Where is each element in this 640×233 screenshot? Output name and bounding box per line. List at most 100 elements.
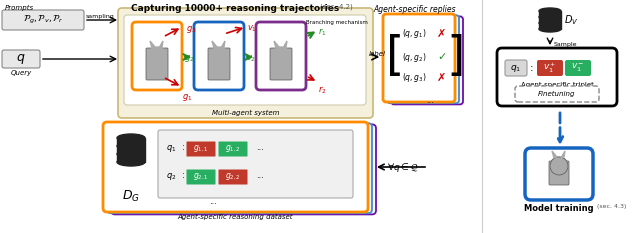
Text: Agent-specific reasoning dataset: Agent-specific reasoning dataset — [178, 214, 293, 220]
Text: $g_3$: $g_3$ — [186, 24, 196, 35]
Circle shape — [210, 47, 228, 65]
Text: $q_2$: $q_2$ — [166, 171, 176, 182]
Ellipse shape — [539, 8, 561, 14]
Polygon shape — [561, 151, 565, 158]
Polygon shape — [159, 41, 163, 48]
FancyBboxPatch shape — [565, 60, 591, 76]
Text: $r_2$: $r_2$ — [318, 85, 326, 96]
FancyBboxPatch shape — [505, 60, 527, 76]
Text: $r_1$: $r_1$ — [318, 27, 326, 38]
FancyBboxPatch shape — [107, 123, 372, 213]
FancyBboxPatch shape — [515, 86, 599, 102]
FancyBboxPatch shape — [391, 16, 463, 104]
Text: $\forall q \in \mathcal{Q}$: $\forall q \in \mathcal{Q}$ — [387, 161, 419, 174]
Text: $v_2$: $v_2$ — [246, 53, 256, 64]
Text: ...: ... — [256, 144, 264, 153]
Text: (sec. 4.3): (sec. 4.3) — [597, 204, 627, 209]
FancyBboxPatch shape — [146, 48, 168, 80]
Bar — [539, 23, 561, 29]
FancyBboxPatch shape — [132, 22, 182, 90]
Ellipse shape — [539, 26, 561, 32]
Text: Agent-specific triplet: Agent-specific triplet — [520, 82, 593, 88]
Text: $D_G$: $D_G$ — [122, 189, 140, 204]
FancyBboxPatch shape — [111, 124, 376, 214]
Text: (sec. 4.2): (sec. 4.2) — [321, 4, 353, 10]
FancyBboxPatch shape — [525, 148, 593, 200]
Text: $D_V$: $D_V$ — [564, 13, 579, 27]
Text: ...: ... — [256, 171, 264, 181]
Ellipse shape — [117, 158, 145, 166]
Text: $(q,g_2)$: $(q,g_2)$ — [402, 51, 426, 64]
Circle shape — [550, 157, 568, 175]
Polygon shape — [274, 41, 279, 48]
Text: :: : — [530, 63, 534, 73]
FancyBboxPatch shape — [2, 10, 84, 30]
Ellipse shape — [539, 14, 561, 20]
Text: ...: ... — [426, 96, 434, 105]
Text: ✗: ✗ — [437, 29, 446, 39]
Text: $g_{1,1}$: $g_{1,1}$ — [193, 144, 209, 154]
Polygon shape — [212, 41, 217, 48]
Text: $v_1^+$: $v_1^+$ — [543, 61, 557, 75]
FancyBboxPatch shape — [186, 141, 216, 157]
Text: $v_1$: $v_1$ — [247, 24, 257, 34]
FancyBboxPatch shape — [537, 60, 563, 76]
FancyBboxPatch shape — [256, 22, 306, 90]
Text: $v_1^-$: $v_1^-$ — [572, 62, 585, 74]
Polygon shape — [283, 41, 287, 48]
Text: ✓: ✓ — [437, 52, 446, 62]
FancyBboxPatch shape — [186, 169, 216, 185]
Text: Agent-specific replies: Agent-specific replies — [374, 5, 456, 14]
FancyBboxPatch shape — [383, 14, 455, 102]
Text: Capturing 10000+ reasoning trajectories: Capturing 10000+ reasoning trajectories — [131, 4, 340, 13]
FancyBboxPatch shape — [124, 15, 366, 105]
Bar — [117, 146, 145, 154]
Text: :: : — [182, 171, 184, 181]
Text: Query: Query — [10, 70, 31, 76]
Ellipse shape — [117, 142, 145, 150]
FancyBboxPatch shape — [194, 22, 244, 90]
Polygon shape — [221, 41, 225, 48]
Text: [: [ — [386, 34, 404, 79]
Text: ]: ] — [446, 34, 465, 79]
Text: ...: ... — [209, 197, 217, 206]
Text: $g_2$: $g_2$ — [184, 53, 195, 64]
Bar — [539, 17, 561, 23]
FancyBboxPatch shape — [497, 48, 617, 106]
Text: label: label — [369, 51, 385, 57]
Text: Branching mechanism: Branching mechanism — [306, 20, 368, 25]
Text: $g_1$: $g_1$ — [182, 92, 193, 103]
FancyBboxPatch shape — [218, 141, 248, 157]
Polygon shape — [150, 41, 155, 48]
Text: Model training: Model training — [524, 204, 594, 213]
Ellipse shape — [117, 150, 145, 158]
Circle shape — [272, 47, 290, 65]
Text: $(q,g_1)$: $(q,g_1)$ — [402, 27, 426, 41]
FancyBboxPatch shape — [218, 169, 248, 185]
FancyBboxPatch shape — [2, 50, 40, 68]
Text: Prompts: Prompts — [5, 5, 34, 11]
Text: Sample: Sample — [554, 42, 577, 47]
Bar — [539, 11, 561, 17]
FancyBboxPatch shape — [549, 161, 569, 185]
FancyBboxPatch shape — [387, 15, 459, 103]
Text: $q_1$: $q_1$ — [510, 62, 522, 73]
FancyBboxPatch shape — [103, 122, 368, 212]
Text: $g_{1,2}$: $g_{1,2}$ — [225, 144, 241, 154]
Text: ✗: ✗ — [437, 73, 446, 83]
Text: Multi-agent system: Multi-agent system — [212, 110, 279, 116]
Text: :: : — [182, 144, 184, 153]
Ellipse shape — [539, 20, 561, 26]
Bar — [117, 138, 145, 146]
FancyBboxPatch shape — [270, 48, 292, 80]
Text: $\mathcal{P}_g, \mathcal{P}_v, \mathcal{P}_r$: $\mathcal{P}_g, \mathcal{P}_v, \mathcal{… — [22, 14, 63, 26]
Ellipse shape — [117, 134, 145, 142]
Text: $q_1$: $q_1$ — [166, 143, 176, 154]
Text: $g_{2,1}$: $g_{2,1}$ — [193, 171, 209, 182]
Text: Finetuning: Finetuning — [538, 91, 576, 97]
FancyBboxPatch shape — [118, 8, 373, 118]
Text: $g_{2,2}$: $g_{2,2}$ — [225, 171, 241, 182]
Text: $(q,g_3)$: $(q,g_3)$ — [402, 72, 426, 85]
Circle shape — [148, 47, 166, 65]
Text: sampling: sampling — [86, 14, 115, 19]
